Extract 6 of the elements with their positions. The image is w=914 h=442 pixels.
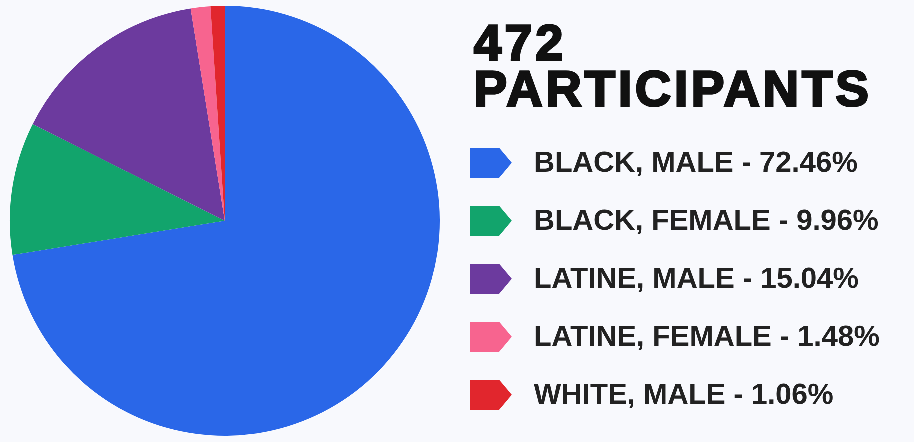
- legend-label: WHITE, MALE - 1.06%: [534, 378, 834, 412]
- text: 472 PARTICIPANTS: [474, 15, 874, 117]
- legend-label: BLACK, MALE - 72.46%: [534, 146, 858, 180]
- legend-label: BLACK, FEMALE - 9.96%: [534, 204, 879, 238]
- legend-label: LATINE, FEMALE - 1.48%: [534, 320, 880, 354]
- legend-label: LATINE, MALE - 15.04%: [534, 262, 859, 296]
